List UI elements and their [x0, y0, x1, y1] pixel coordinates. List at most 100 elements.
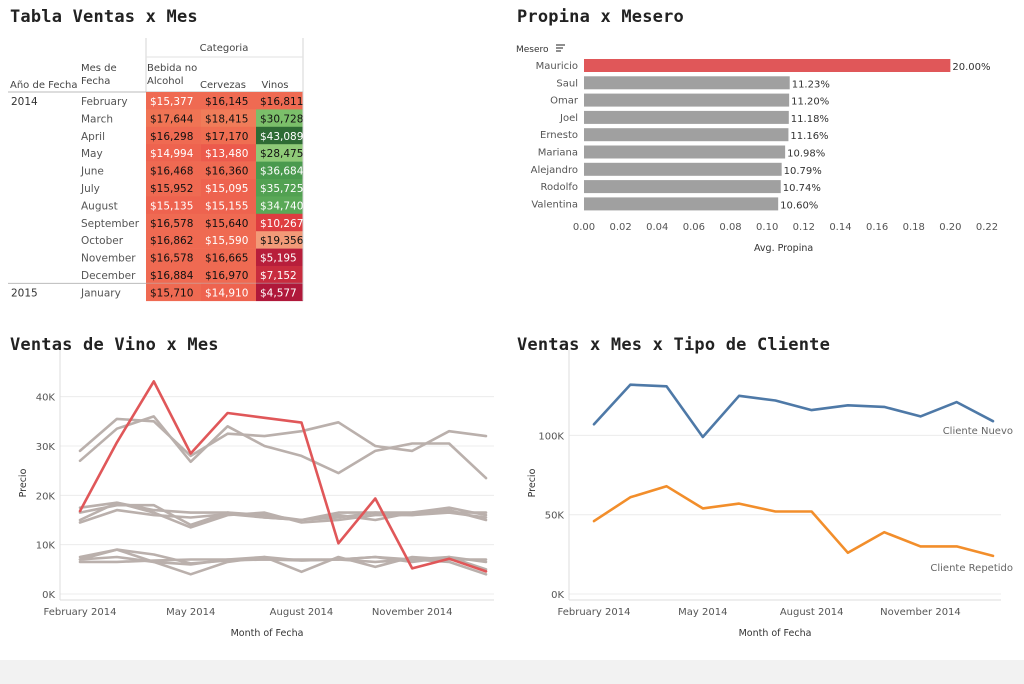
table-cell — [201, 283, 256, 302]
row-header-month: Fecha — [81, 76, 110, 87]
cell-value: $17,644 — [150, 113, 194, 125]
bar — [584, 162, 782, 176]
table-cell — [146, 213, 201, 232]
propina-title: Propina x Mesero — [517, 7, 684, 27]
month-label: April — [81, 131, 105, 143]
table-cell — [146, 283, 201, 302]
bar — [584, 145, 786, 159]
cell-value: $30,728 — [260, 113, 303, 125]
column-header: Alcohol — [147, 76, 183, 87]
y-tick-label: 40K — [36, 393, 56, 404]
column-header: Cervezas — [200, 80, 246, 91]
table-cell — [201, 231, 256, 249]
bar-category-label: Joel — [559, 113, 578, 124]
cell-value: $15,377 — [150, 96, 193, 108]
month-label: August — [81, 200, 118, 212]
month-label: November — [81, 253, 136, 265]
row-header-month: Mes de — [81, 63, 117, 74]
y-axis-title: Precio — [527, 468, 538, 497]
table-cell — [201, 266, 256, 284]
series-line — [78, 417, 488, 458]
bar — [584, 59, 951, 72]
table-cell — [146, 231, 201, 249]
table-cell — [201, 196, 256, 215]
cell-value: $16,145 — [205, 96, 248, 108]
table-cell — [256, 213, 303, 232]
month-label: May — [81, 148, 103, 160]
column-header: Bebida no — [147, 63, 197, 74]
bar — [584, 197, 779, 211]
table-cell — [146, 248, 201, 267]
x-tick-label: May 2014 — [166, 607, 215, 618]
table-cell — [146, 196, 201, 215]
x-tick-label: August 2014 — [780, 607, 844, 618]
bar — [584, 180, 781, 194]
cell-value: $15,095 — [205, 183, 248, 195]
cell-value: $36,684 — [260, 166, 304, 178]
x-tick-label: 0.18 — [903, 222, 925, 233]
x-tick-label: May 2014 — [678, 607, 727, 618]
x-axis-title: Month of Fecha — [739, 628, 812, 639]
year-label: 2014 — [11, 96, 38, 108]
series-line — [78, 380, 488, 573]
cell-value: $28,475 — [260, 148, 303, 160]
table-cell — [201, 179, 256, 197]
cell-value: $16,578 — [150, 253, 193, 265]
month-label: January — [80, 287, 121, 299]
x-tick-label: 0.12 — [793, 222, 815, 233]
x-tick-label: November 2014 — [372, 607, 453, 618]
table-cell — [256, 144, 303, 162]
table-cell — [256, 109, 303, 128]
y-tick-label: 50K — [545, 511, 565, 522]
cell-value: $16,468 — [150, 166, 193, 178]
bar — [584, 128, 789, 142]
x-tick-label: 0.10 — [756, 222, 778, 233]
cell-value: $16,578 — [150, 218, 193, 230]
cliente-title: Ventas x Mes x Tipo de Cliente — [517, 335, 831, 355]
bar-data-label: 11.16% — [790, 131, 828, 142]
x-tick-label: 0.20 — [939, 222, 961, 233]
y-tick-label: 0K — [551, 590, 564, 601]
series-line — [78, 415, 488, 480]
cell-value: $15,710 — [150, 287, 193, 299]
bar-data-label: 11.20% — [791, 97, 829, 108]
y-tick-label: 0K — [42, 590, 55, 601]
bar-category-label: Mauricio — [536, 61, 578, 72]
cell-value: $10,267 — [260, 218, 303, 230]
year-label: 2015 — [11, 287, 38, 299]
cell-value: $34,740 — [260, 200, 303, 212]
y-tick-label: 30K — [36, 442, 56, 453]
series-line — [592, 484, 995, 558]
series-line — [592, 383, 995, 439]
cell-value: $17,170 — [205, 131, 248, 143]
bar-data-label: 10.98% — [787, 149, 825, 160]
table-cell — [146, 266, 201, 284]
cell-value: $35,725 — [260, 183, 303, 195]
x-axis-title: Month of Fecha — [231, 628, 304, 639]
cell-value: $18,415 — [205, 113, 248, 125]
bar-data-label: 11.23% — [792, 79, 830, 90]
x-tick-label: 0.00 — [573, 222, 595, 233]
cell-value: $16,665 — [205, 253, 248, 265]
x-tick-label: November 2014 — [880, 607, 961, 618]
x-tick-label: August 2014 — [270, 607, 334, 618]
month-label: June — [80, 166, 104, 178]
table-cell — [146, 179, 201, 197]
table-title: Tabla Ventas x Mes — [10, 7, 198, 27]
x-tick-label: 0.08 — [719, 222, 741, 233]
cell-value: $16,970 — [205, 270, 248, 282]
footer-bar — [0, 660, 1024, 684]
bar-category-label: Omar — [550, 96, 579, 107]
x-tick-label: February 2014 — [558, 607, 631, 618]
cell-value: $14,994 — [150, 148, 194, 160]
series-label: Cliente Repetido — [930, 563, 1013, 574]
bar-data-label: 10.79% — [784, 166, 822, 177]
cell-value: $15,640 — [205, 218, 248, 230]
table-cell — [256, 266, 303, 284]
table-cell — [256, 126, 303, 145]
cell-value: $14,910 — [205, 287, 248, 299]
y-tick-label: 20K — [36, 491, 56, 502]
row-header-year: Año de Fecha — [10, 80, 77, 91]
